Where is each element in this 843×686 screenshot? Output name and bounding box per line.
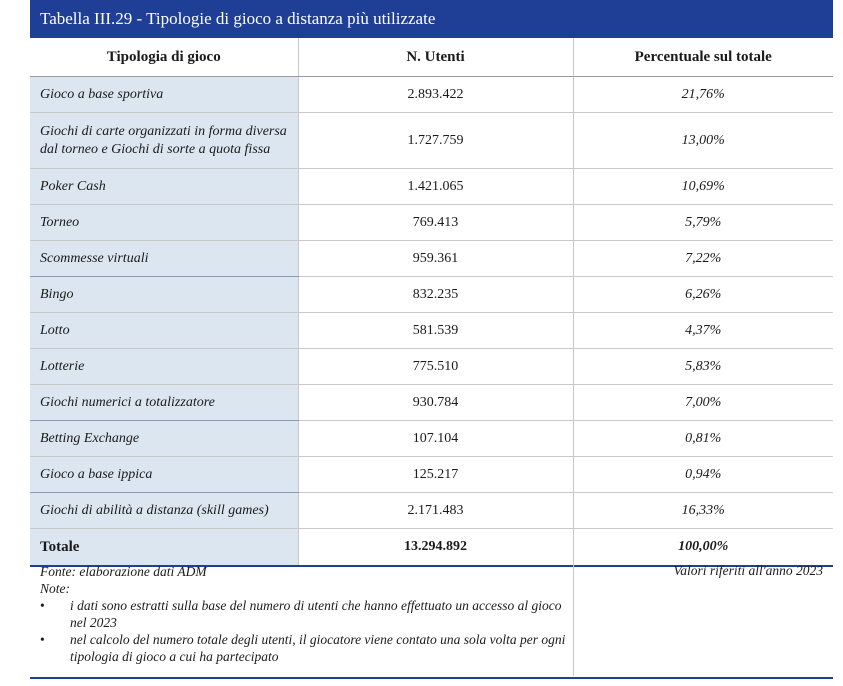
row-users: 769.413 bbox=[297, 204, 573, 241]
row-users: 1.727.759 bbox=[297, 112, 573, 169]
table-row: Giochi numerici a totalizzatore 930.784 … bbox=[30, 384, 833, 421]
row-label: Gioco a base sportiva bbox=[30, 76, 298, 113]
footer-notes: Fonte: elaborazione dati ADM Note: • i d… bbox=[30, 558, 573, 676]
table-row: Gioco a base sportiva 2.893.422 21,76% bbox=[30, 76, 833, 113]
row-pct: 4,37% bbox=[572, 312, 833, 349]
row-label: Torneo bbox=[30, 204, 298, 241]
row-users: 125.217 bbox=[297, 456, 573, 493]
header-utenti: N. Utenti bbox=[297, 38, 573, 77]
row-pct: 7,00% bbox=[572, 384, 833, 421]
row-label: Giochi di abilità a distanza (skill game… bbox=[30, 492, 298, 529]
row-pct: 16,33% bbox=[572, 492, 833, 529]
row-pct: 6,26% bbox=[572, 276, 833, 313]
table-row: Poker Cash 1.421.065 10,69% bbox=[30, 168, 833, 205]
bullet-icon: • bbox=[40, 598, 45, 613]
row-pct: 0,94% bbox=[572, 456, 833, 493]
row-pct: 7,22% bbox=[572, 240, 833, 277]
header-percentuale: Percentuale sul totale bbox=[572, 38, 833, 77]
note-text: nel calcolo del numero totale degli uten… bbox=[70, 632, 566, 664]
total-label: Totale bbox=[30, 528, 298, 567]
bottom-rule bbox=[30, 677, 833, 679]
table-row: Betting Exchange 107.104 0,81% bbox=[30, 420, 833, 457]
row-pct: 5,79% bbox=[572, 204, 833, 241]
note-item: • i dati sono estratti sulla base del nu… bbox=[40, 597, 573, 631]
bullet-icon: • bbox=[40, 632, 45, 647]
table-row: Scommesse virtuali 959.361 7,22% bbox=[30, 240, 833, 277]
note-text: i dati sono estratti sulla base del nume… bbox=[70, 598, 562, 630]
total-row: Totale 13.294.892 100,00% bbox=[30, 528, 833, 567]
header-tipologia: Tipologia di gioco bbox=[30, 38, 298, 77]
row-pct: 13,00% bbox=[572, 112, 833, 169]
row-label: Lotterie bbox=[30, 348, 298, 385]
row-users: 959.361 bbox=[297, 240, 573, 277]
table-row: Lotterie 775.510 5,83% bbox=[30, 348, 833, 385]
note-item: • nel calcolo del numero totale degli ut… bbox=[40, 631, 573, 665]
table-row: Giochi di abilità a distanza (skill game… bbox=[30, 492, 833, 529]
row-users: 930.784 bbox=[297, 384, 573, 421]
row-label: Giochi numerici a totalizzatore bbox=[30, 384, 298, 421]
total-pct: 100,00% bbox=[572, 528, 833, 567]
total-users: 13.294.892 bbox=[297, 528, 573, 567]
row-pct: 10,69% bbox=[572, 168, 833, 205]
row-users: 2.171.483 bbox=[297, 492, 573, 529]
table-row: Bingo 832.235 6,26% bbox=[30, 276, 833, 313]
table-row: Gioco a base ippica 125.217 0,94% bbox=[30, 456, 833, 493]
row-users: 2.893.422 bbox=[297, 76, 573, 113]
row-users: 832.235 bbox=[297, 276, 573, 313]
table-row: Giochi di carte organizzati in forma div… bbox=[30, 112, 833, 169]
row-label: Betting Exchange bbox=[30, 420, 298, 457]
row-label: Poker Cash bbox=[30, 168, 298, 205]
data-table: Tipologia di gioco N. Utenti Percentuale… bbox=[30, 38, 833, 567]
row-label: Lotto bbox=[30, 312, 298, 349]
table-row: Torneo 769.413 5,79% bbox=[30, 204, 833, 241]
table-row: Lotto 581.539 4,37% bbox=[30, 312, 833, 349]
row-users: 775.510 bbox=[297, 348, 573, 385]
row-label: Gioco a base ippica bbox=[30, 456, 298, 493]
source-note: Fonte: elaborazione dati ADM bbox=[40, 564, 207, 579]
row-users: 1.421.065 bbox=[297, 168, 573, 205]
row-label: Giochi di carte organizzati in forma div… bbox=[30, 112, 298, 169]
table-title: Tabella III.29 - Tipologie di gioco a di… bbox=[30, 0, 833, 38]
row-users: 581.539 bbox=[297, 312, 573, 349]
row-pct: 21,76% bbox=[572, 76, 833, 113]
table-footer: Fonte: elaborazione dati ADM Note: • i d… bbox=[30, 558, 833, 676]
reference-year-note: Valori riferiti all'anno 2023 bbox=[673, 563, 823, 578]
row-label: Scommesse virtuali bbox=[30, 240, 298, 277]
header-row: Tipologia di gioco N. Utenti Percentuale… bbox=[30, 38, 833, 77]
row-pct: 0,81% bbox=[572, 420, 833, 457]
footer-divider bbox=[573, 558, 574, 676]
row-label: Bingo bbox=[30, 276, 298, 313]
notes-label: Note: bbox=[40, 581, 70, 596]
row-users: 107.104 bbox=[297, 420, 573, 457]
row-pct: 5,83% bbox=[572, 348, 833, 385]
